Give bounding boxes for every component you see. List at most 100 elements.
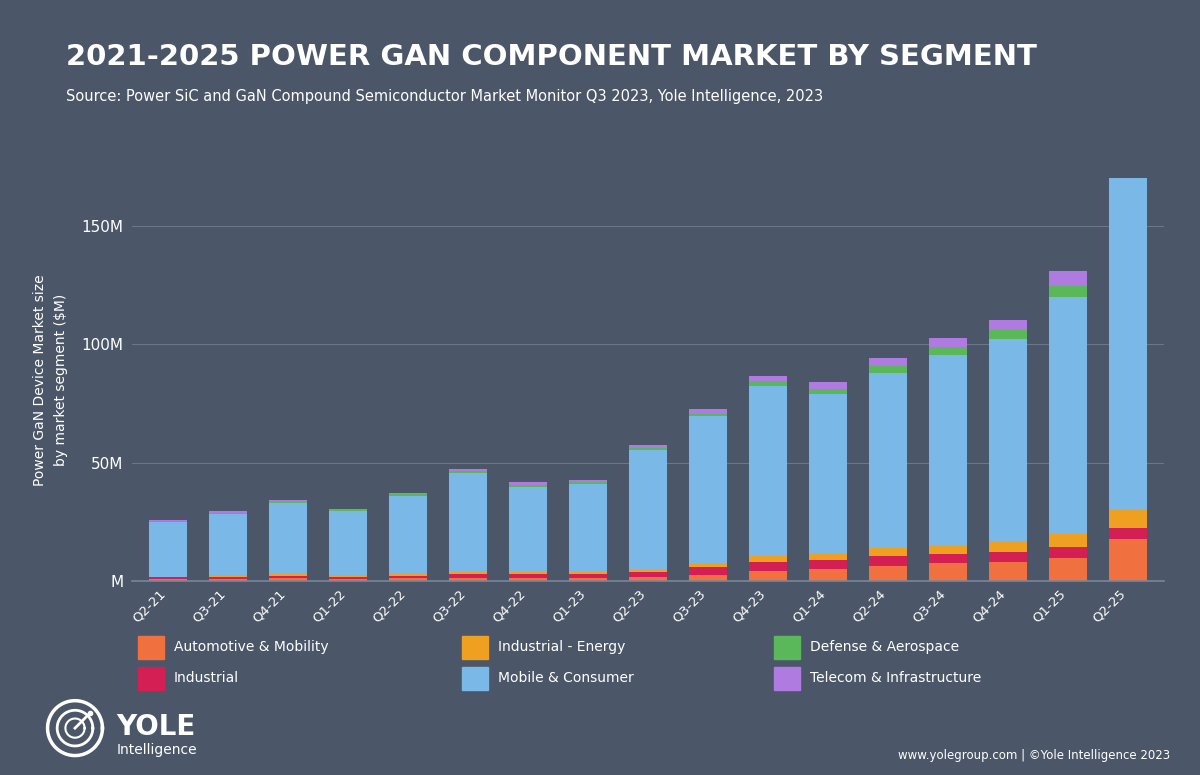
- Bar: [1109, 509, 1147, 528]
- Bar: [389, 493, 427, 494]
- Bar: [629, 569, 667, 572]
- Bar: [150, 577, 187, 580]
- Bar: [689, 409, 726, 414]
- Bar: [929, 338, 966, 347]
- Bar: [1049, 557, 1087, 581]
- Text: Mobile & Consumer: Mobile & Consumer: [498, 671, 634, 685]
- Bar: [1049, 534, 1087, 547]
- Bar: [629, 572, 667, 577]
- Bar: [389, 496, 427, 574]
- Bar: [150, 520, 187, 521]
- Bar: [329, 512, 367, 575]
- Bar: [389, 574, 427, 576]
- Bar: [929, 563, 966, 581]
- Text: Industrial - Energy: Industrial - Energy: [498, 640, 625, 654]
- Bar: [629, 577, 667, 581]
- Bar: [929, 545, 966, 554]
- Bar: [689, 563, 726, 567]
- Bar: [629, 445, 667, 448]
- Bar: [809, 560, 846, 570]
- Bar: [869, 566, 906, 581]
- Bar: [1049, 547, 1087, 557]
- Bar: [570, 574, 607, 577]
- Bar: [269, 578, 307, 581]
- Bar: [689, 416, 726, 563]
- Bar: [209, 575, 247, 577]
- Bar: [329, 510, 367, 512]
- Bar: [1049, 270, 1087, 286]
- Bar: [150, 521, 187, 522]
- Bar: [509, 574, 547, 577]
- Bar: [570, 572, 607, 574]
- Bar: [869, 366, 906, 373]
- Bar: [629, 448, 667, 450]
- Bar: [570, 482, 607, 484]
- Bar: [1049, 286, 1087, 297]
- Text: Source: Power SiC and GaN Compound Semiconductor Market Monitor Q3 2023, Yole In: Source: Power SiC and GaN Compound Semic…: [66, 89, 823, 104]
- Text: Defense & Aerospace: Defense & Aerospace: [810, 640, 959, 654]
- Bar: [509, 487, 547, 572]
- Bar: [570, 484, 607, 572]
- Bar: [509, 482, 547, 485]
- Bar: [570, 577, 607, 581]
- Bar: [449, 572, 487, 574]
- Bar: [1109, 539, 1147, 581]
- Bar: [150, 580, 187, 581]
- Bar: [509, 485, 547, 487]
- Bar: [209, 514, 247, 575]
- Bar: [269, 576, 307, 578]
- Bar: [449, 473, 487, 572]
- Bar: [269, 503, 307, 574]
- Bar: [989, 552, 1026, 563]
- Bar: [869, 373, 906, 548]
- Bar: [269, 500, 307, 501]
- Bar: [809, 382, 846, 389]
- Bar: [869, 548, 906, 556]
- Bar: [449, 469, 487, 470]
- Text: Industrial: Industrial: [174, 671, 239, 685]
- Bar: [689, 575, 726, 581]
- Bar: [449, 577, 487, 581]
- Bar: [570, 480, 607, 482]
- Bar: [749, 570, 786, 581]
- Bar: [689, 567, 726, 575]
- Bar: [689, 414, 726, 416]
- Y-axis label: Power GaN Device Market size
by market segment ($M): Power GaN Device Market size by market s…: [34, 274, 67, 486]
- Bar: [749, 556, 786, 563]
- Bar: [749, 386, 786, 556]
- Bar: [629, 450, 667, 569]
- Bar: [1109, 170, 1147, 509]
- Bar: [329, 579, 367, 581]
- Bar: [989, 563, 1026, 581]
- Bar: [209, 579, 247, 581]
- Bar: [389, 576, 427, 578]
- Bar: [150, 522, 187, 577]
- Bar: [269, 574, 307, 576]
- Bar: [809, 570, 846, 581]
- Bar: [809, 553, 846, 560]
- Bar: [809, 394, 846, 553]
- Bar: [929, 347, 966, 355]
- Text: Telecom & Infrastructure: Telecom & Infrastructure: [810, 671, 982, 685]
- Bar: [329, 577, 367, 579]
- Bar: [749, 381, 786, 386]
- Bar: [209, 577, 247, 579]
- Bar: [1049, 297, 1087, 534]
- Bar: [509, 572, 547, 574]
- Bar: [809, 389, 846, 394]
- Text: Intelligence: Intelligence: [116, 743, 197, 757]
- Bar: [989, 320, 1026, 330]
- Bar: [389, 494, 427, 496]
- Bar: [749, 376, 786, 381]
- Bar: [869, 358, 906, 366]
- Bar: [989, 339, 1026, 541]
- Bar: [449, 574, 487, 577]
- Bar: [1109, 133, 1147, 154]
- Bar: [269, 501, 307, 503]
- Bar: [389, 578, 427, 581]
- Bar: [1109, 154, 1147, 170]
- Bar: [329, 509, 367, 510]
- Bar: [989, 330, 1026, 339]
- Bar: [1109, 528, 1147, 539]
- Bar: [329, 575, 367, 577]
